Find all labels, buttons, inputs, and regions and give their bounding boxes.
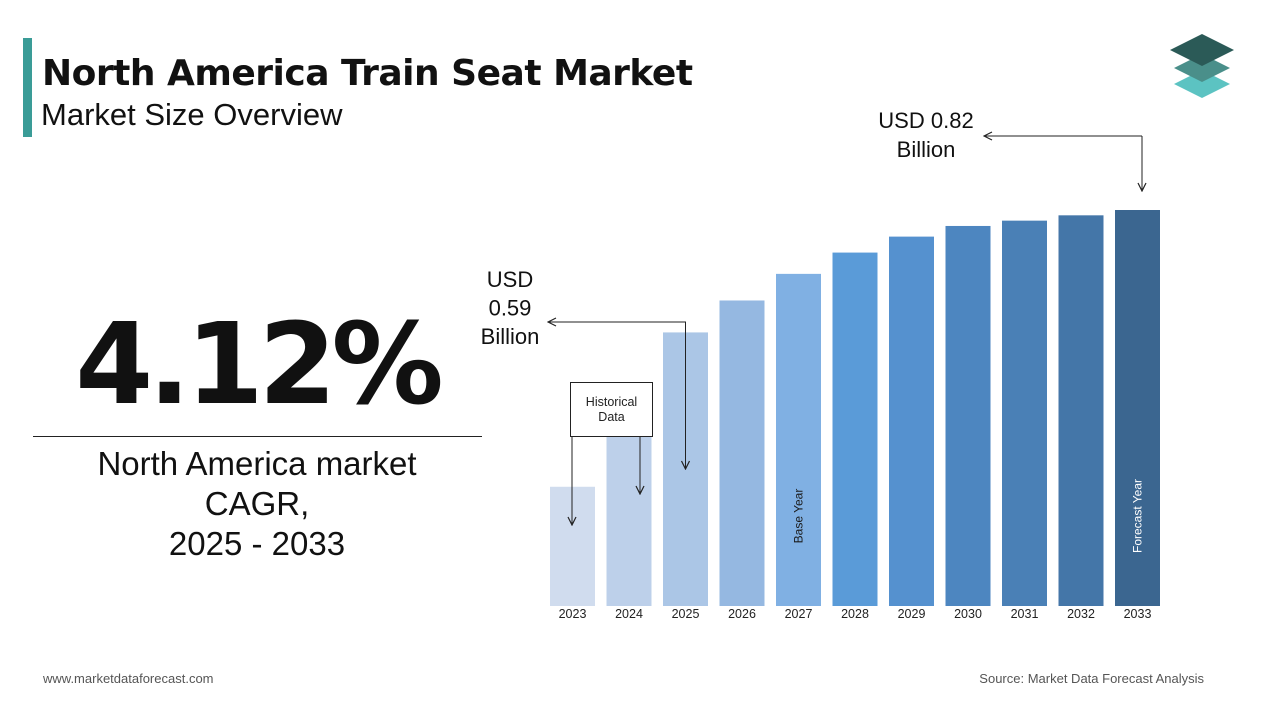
bar-2028 [832, 252, 878, 607]
cagr-label: North America market CAGR, 2025 - 2033 [33, 444, 481, 564]
x-tick-label: 2027 [785, 607, 813, 621]
historical-data-label: Data [598, 410, 624, 424]
bar-2030 [945, 225, 991, 606]
bar-2031 [1002, 220, 1047, 607]
cagr-label-line: 2025 - 2033 [168, 525, 346, 562]
bar-2024 [606, 428, 652, 606]
start-value-label: 0.59 [489, 296, 532, 321]
bar-2027 [776, 273, 821, 606]
page-title: North America Train Seat Market [42, 53, 693, 94]
end-value-label: Billion [897, 137, 956, 162]
accent-bar [23, 38, 32, 137]
chart-bars [550, 210, 1160, 607]
cagr-label-line: CAGR, [204, 485, 310, 522]
x-tick-label: 2032 [1067, 607, 1095, 621]
x-tick-label: 2030 [954, 607, 982, 621]
footer-source: Source: Market Data Forecast Analysis [979, 671, 1204, 686]
x-tick-label: 2033 [1124, 607, 1152, 621]
cagr-divider [33, 436, 482, 437]
x-tick-label: 2031 [1011, 607, 1039, 621]
cagr-label-line: North America market [97, 445, 417, 482]
x-tick-label: 2023 [559, 607, 587, 621]
x-tick-label: 2024 [615, 607, 643, 621]
logo-layer-middle [1174, 54, 1230, 82]
x-tick-label: 2026 [728, 607, 756, 621]
base-year-label: Base Year [792, 489, 806, 544]
start-value-label: Billion [481, 324, 540, 349]
historical-data-box [570, 382, 653, 437]
cagr-value: 4.12% [75, 300, 444, 430]
logo-layer-top [1170, 34, 1234, 66]
stacked-layers-logo-icon [1170, 34, 1234, 98]
x-tick-label: 2029 [898, 607, 926, 621]
bar-2033 [1115, 210, 1160, 606]
x-tick-label: 2028 [841, 607, 869, 621]
bar-2032 [1058, 215, 1104, 607]
x-tick-label: 2025 [672, 607, 700, 621]
bar-2029 [889, 236, 934, 606]
page-subtitle: Market Size Overview [41, 97, 343, 132]
footer-website: www.marketdataforecast.com [43, 671, 214, 686]
start-value-label: USD [487, 267, 533, 292]
chart-x-ticks: 2023 2024 2025 2026 2027 2028 2029 2030 2031 2032… [559, 607, 1152, 621]
bar-2026 [719, 300, 765, 606]
forecast-year-label: Forecast Year [1131, 479, 1145, 553]
historical-data-label: Historical [586, 395, 637, 409]
logo-layer-bottom [1174, 70, 1230, 98]
end-value-label: USD 0.82 [878, 108, 973, 133]
